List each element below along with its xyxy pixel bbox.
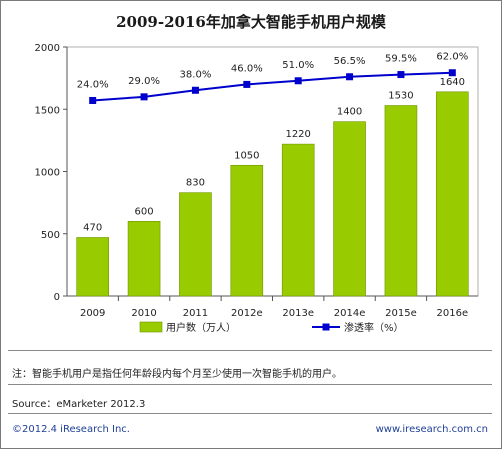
y-tick-label: 2000 (35, 43, 60, 54)
line-value-label: 24.0% (77, 79, 109, 90)
line-value-label: 38.0% (180, 69, 212, 80)
bar (436, 91, 469, 297)
bar-value-label: 470 (83, 222, 102, 233)
bar (384, 105, 418, 297)
separator-line (8, 413, 492, 414)
x-tick-label: 2015e (385, 308, 417, 319)
y-tick-label: 1500 (35, 105, 60, 116)
line-value-label: 59.5% (385, 54, 417, 65)
x-tick-label: 2010 (131, 308, 156, 319)
x-tick-label: 2011 (183, 308, 208, 319)
source-text: Source：eMarketer 2012.3 (12, 399, 146, 410)
bar (281, 143, 315, 297)
line-point (397, 71, 405, 79)
x-tick-label: 2009 (80, 308, 105, 319)
legend-label: 渗透率（%） (344, 321, 404, 334)
separator-line (8, 384, 492, 385)
separator-line (8, 350, 492, 351)
line-value-label: 46.0% (231, 63, 263, 74)
x-tick-label: 2012e (231, 308, 263, 319)
line-point (346, 73, 354, 81)
penetration-line (92, 71, 453, 102)
line-value-label: 29.0% (128, 76, 160, 87)
line-point (89, 96, 97, 104)
bar (230, 164, 264, 297)
x-tick-label: 2016e (437, 308, 469, 319)
legend-line-marker (322, 323, 330, 331)
bar-value-label: 1220 (285, 129, 310, 140)
bar-value-label: 1530 (388, 91, 413, 102)
y-tick-label: 0 (54, 292, 60, 303)
bar (76, 237, 109, 297)
bar-value-label: 1400 (337, 107, 362, 118)
website-link[interactable]: www.iresearch.com.cn (375, 424, 488, 435)
legend-label: 用户数（万人） (166, 321, 236, 334)
line-point (294, 77, 302, 85)
line-point (191, 86, 199, 94)
bar-value-label: 830 (186, 178, 205, 189)
bar-value-label: 1050 (234, 150, 259, 161)
line-point (448, 69, 456, 77)
line-value-label: 51.0% (282, 60, 314, 71)
y-tick-label: 1000 (35, 168, 60, 179)
copyright-text: ©2012.4 iResearch Inc. (12, 424, 130, 435)
line-value-label: 62.0% (436, 52, 468, 63)
line-point (243, 80, 251, 88)
bar (179, 192, 212, 297)
chart-title: 2009-2016年加拿大智能手机用户规模 (116, 13, 386, 31)
bar-value-label: 600 (135, 206, 154, 217)
line-value-label: 56.5% (334, 56, 366, 67)
bar (333, 121, 366, 297)
bar (127, 221, 161, 297)
x-tick-label: 2014e (334, 308, 366, 319)
y-tick-label: 500 (41, 230, 60, 241)
line-point (140, 93, 148, 101)
bar-value-label: 1640 (440, 77, 465, 88)
x-tick-label: 2013e (282, 308, 314, 319)
legend-bar-swatch (139, 321, 163, 333)
footnote: 注：智能手机用户是指任何年龄段内每个月至少使用一次智能手机的用户。 (12, 369, 342, 380)
